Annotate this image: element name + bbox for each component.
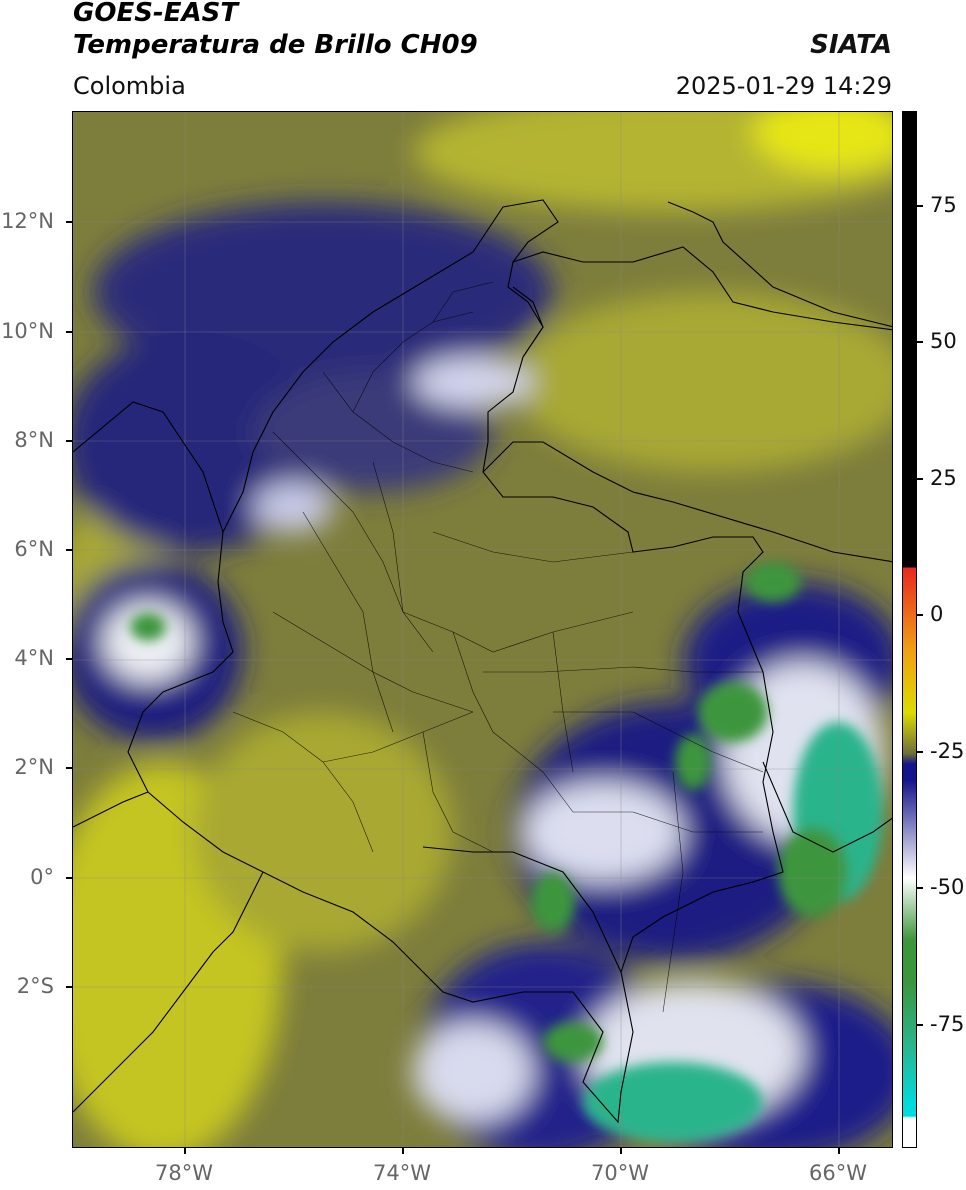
lon-tick [184,1148,186,1154]
cbar-label-neg50: -50 [930,875,965,899]
agency-label: SIATA [810,30,892,60]
lon-label-78w: 78°W [155,1161,213,1185]
cbar-tick [917,478,923,480]
map-canvas [73,112,892,1147]
cbar-tick [917,341,923,343]
lon-tick [402,1148,404,1154]
graticule [73,112,892,1147]
lon-tick [838,1148,840,1154]
lat-label-12n: 12°N [1,209,54,233]
lat-label-2n: 2°N [14,755,54,779]
cbar-tick [917,205,923,207]
political-borders [73,199,892,1124]
lat-label-8n: 8°N [14,428,54,452]
cbar-label-neg75: -75 [930,1012,965,1036]
satellite-title: GOES-EAST [73,0,239,28]
lat-label-10n: 10°N [1,319,54,343]
lon-label-70w: 70°W [591,1161,649,1185]
lat-label-6n: 6°N [14,537,54,561]
product-title: Temperatura de Brillo CH09 [73,30,478,60]
lat-tick [66,331,72,333]
cbar-label-75: 75 [930,193,957,217]
lon-label-74w: 74°W [373,1161,431,1185]
lat-tick [66,877,72,879]
lat-label-4n: 4°N [14,646,54,670]
cbar-label-neg25: -25 [930,739,965,763]
timestamp-label: 2025-01-29 14:29 [675,72,892,100]
colorbar [902,111,917,1148]
cbar-tick [917,614,923,616]
region-label: Colombia [73,72,186,100]
lat-tick [66,221,72,223]
cbar-tick [917,751,923,753]
satellite-map[interactable] [72,111,893,1148]
cbar-label-0: 0 [930,602,944,626]
cbar-tick [917,887,923,889]
lat-tick [66,658,72,660]
coldest-tops [130,562,883,1142]
lat-label-0: 0° [30,865,54,889]
lat-tick [66,549,72,551]
cbar-label-25: 25 [930,466,957,490]
cbar-tick [917,1024,923,1026]
lat-label-2s: 2°S [16,974,54,998]
lat-tick [66,440,72,442]
lon-tick [620,1148,622,1154]
lat-tick [66,986,72,988]
department-borders [232,281,764,1013]
lon-label-66w: 66°W [809,1161,867,1185]
lat-tick [66,767,72,769]
cbar-label-50: 50 [930,329,957,353]
